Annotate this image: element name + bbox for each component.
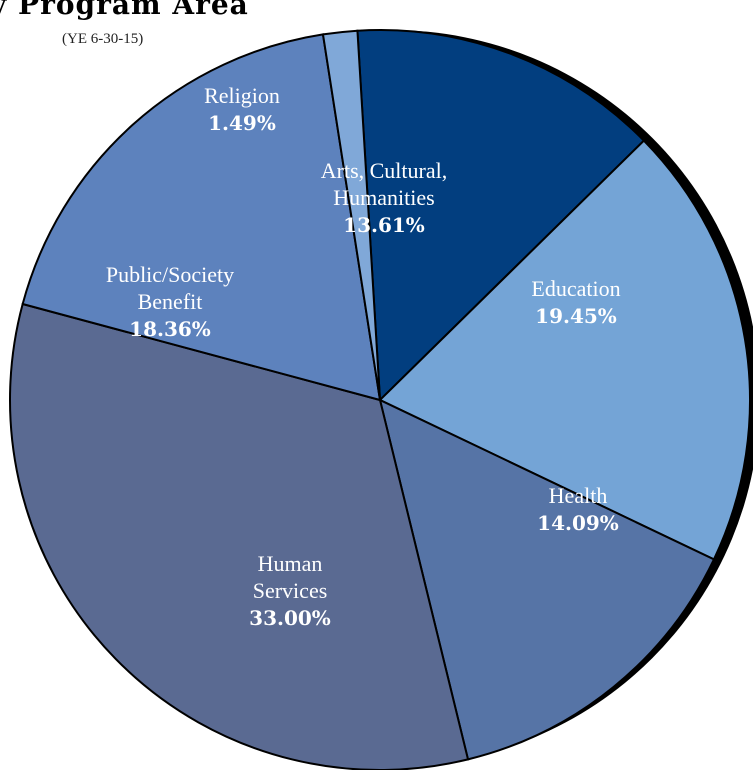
slice-label-arts-cultural-humanities: Arts, Cultural, xyxy=(321,158,448,183)
slice-value-public-society-benefit: 18.36% xyxy=(129,317,211,341)
slice-value-health: 14.09% xyxy=(537,511,619,535)
slice-label-arts-cultural-humanities: Humanities xyxy=(333,185,434,210)
slice-health xyxy=(378,398,716,761)
slice-value-arts-cultural-humanities: 13.61% xyxy=(343,213,425,237)
slice-education xyxy=(378,139,751,561)
slice-label-public-society-benefit: Benefit xyxy=(138,289,203,314)
slice-value-human-services: 33.00% xyxy=(249,606,331,630)
slice-religion xyxy=(321,29,381,401)
pie-labels: Arts, Cultural,Humanities 13.61% Education… xyxy=(106,83,621,630)
slice-arts-cultural-humanities xyxy=(356,29,646,403)
slice-label-religion: Religion xyxy=(204,83,280,108)
slice-value-education: 19.45% xyxy=(535,304,617,328)
slice-public-society-benefit xyxy=(21,33,382,402)
slice-label-education: Education xyxy=(531,276,620,301)
chart-title: y Program Area xyxy=(0,0,249,21)
slice-label-human-services: Services xyxy=(253,578,328,603)
slice-label-public-society-benefit: Public/Society xyxy=(106,262,234,287)
chart-subtitle: (YE 6-30-15) xyxy=(62,31,144,47)
slice-value-religion: 1.49% xyxy=(208,111,276,135)
slice-label-human-services: Human xyxy=(258,551,323,576)
slice-label-health: Health xyxy=(549,483,608,508)
pie-slices xyxy=(9,29,751,770)
